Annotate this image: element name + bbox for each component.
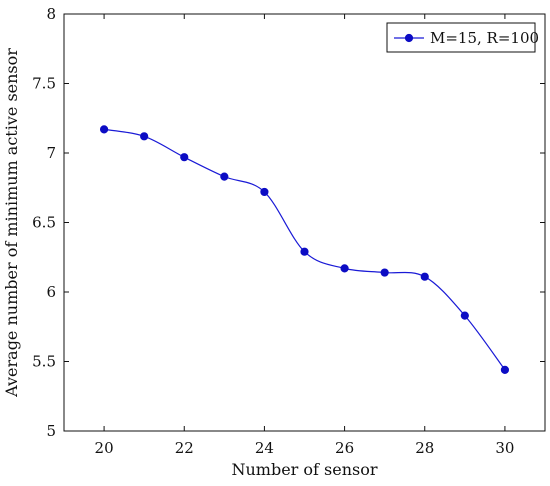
data-point: [500, 365, 510, 374]
data-point: [220, 172, 229, 181]
y-tick-label: 7: [46, 144, 56, 162]
legend-marker: [404, 33, 414, 43]
x-axis-label: Number of sensor: [231, 460, 377, 479]
data-point: [180, 153, 189, 162]
y-tick-label: 5: [46, 422, 56, 440]
x-tick-label: 30: [495, 439, 514, 457]
y-tick-label: 8: [46, 5, 56, 23]
x-tick-label: 26: [335, 439, 354, 457]
x-tick-label: 22: [175, 439, 194, 457]
series-layer: [99, 125, 510, 374]
x-tick-label: 28: [415, 439, 434, 457]
x-tick-label: 24: [255, 439, 274, 457]
y-tick-label: 5.5: [32, 353, 56, 371]
data-point: [99, 125, 109, 134]
data-point: [300, 247, 309, 256]
y-tick-label: 6: [46, 283, 56, 301]
axis-ticks: [64, 13, 545, 432]
plot-frame: [63, 13, 546, 432]
tick-labels: 20 22 24 26 28 30 5 5.5 6 6.5 7 7.5 8: [32, 5, 514, 457]
data-point: [140, 132, 149, 141]
data-point: [260, 187, 269, 197]
x-tick-label: 20: [95, 439, 114, 457]
y-axis-label: Average number of minimum active sensor: [2, 48, 21, 398]
data-point: [460, 311, 469, 320]
legend-label: M=15, R=100: [430, 29, 539, 47]
data-point: [340, 264, 349, 273]
data-point: [380, 268, 389, 277]
legend: M=15, R=100: [386, 22, 539, 53]
data-point: [420, 272, 429, 281]
y-tick-label: 6.5: [32, 214, 56, 232]
y-tick-label: 7.5: [32, 75, 56, 93]
